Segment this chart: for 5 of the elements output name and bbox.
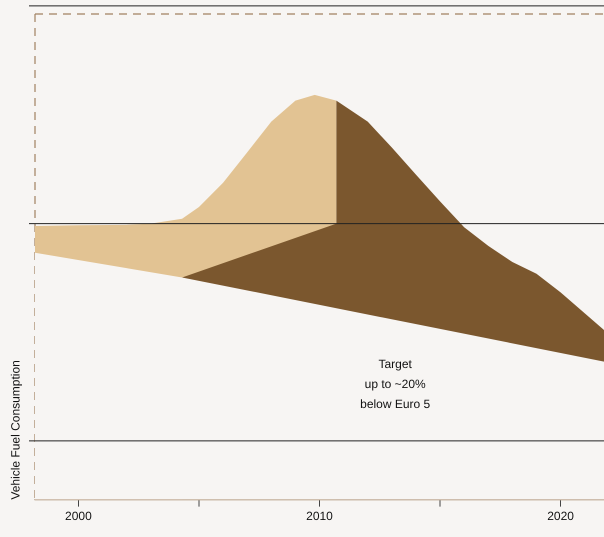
x-tick-label: 2020: [547, 509, 574, 524]
x-tick-label: 2000: [65, 509, 92, 524]
annotation: Target up to ~20% below Euro 5: [360, 357, 431, 412]
y-axis-title: Vehicle Fuel Consumption: [8, 360, 22, 500]
x-tick-label: 2010: [306, 509, 334, 524]
